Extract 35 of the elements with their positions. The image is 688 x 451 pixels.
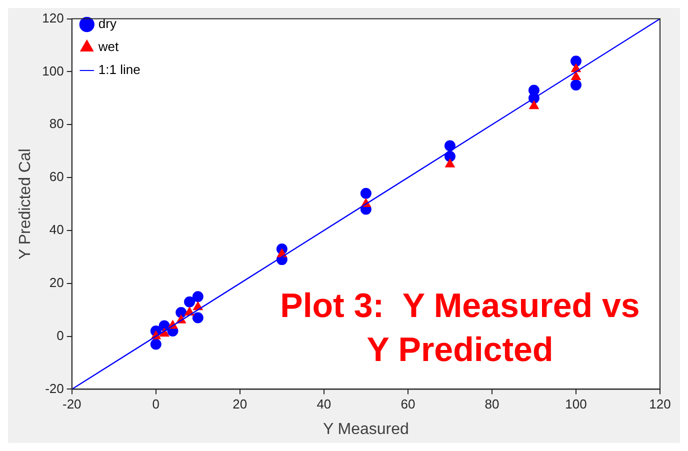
x-tick-label: 100 [565,396,587,412]
point [176,306,187,318]
x-axis-title: Y Measured [322,420,409,438]
point [571,72,581,80]
legend-label: dry [98,16,117,32]
x-tick-label: 120 [649,396,671,412]
x-tick-label: 0 [152,396,160,412]
point [184,296,196,308]
legend-label: 1:1 line [98,62,140,78]
y-tick-label: 60 [49,169,64,184]
y-tick-label: 20 [49,274,64,290]
point [570,56,582,67]
point [192,291,204,302]
y-tick-label: 40 [49,222,64,238]
x-tick-label: 60 [400,396,416,412]
y-tick-label: 0 [56,328,64,343]
point [444,140,456,152]
point [529,100,539,110]
point [528,84,540,96]
annotation: Plot 3: Y Measured vs Y Predicted [279,286,641,371]
x-tick-label: -20 [62,396,82,412]
point [570,79,582,90]
x-tick-label: 20 [232,396,248,412]
point [150,338,162,350]
y-tick-label: -20 [45,380,64,396]
legend-label: wet [97,39,120,54]
x-tick-label: 40 [316,396,332,412]
y-tick-label: 120 [42,10,64,26]
point [445,158,455,168]
y-tick-label: 80 [49,116,64,132]
y-tick-label: 100 [42,63,64,78]
point [360,188,372,199]
point [192,312,204,324]
x-tick-label: 80 [484,396,500,412]
y-axis-title: Y Predicted Cal [17,148,34,260]
